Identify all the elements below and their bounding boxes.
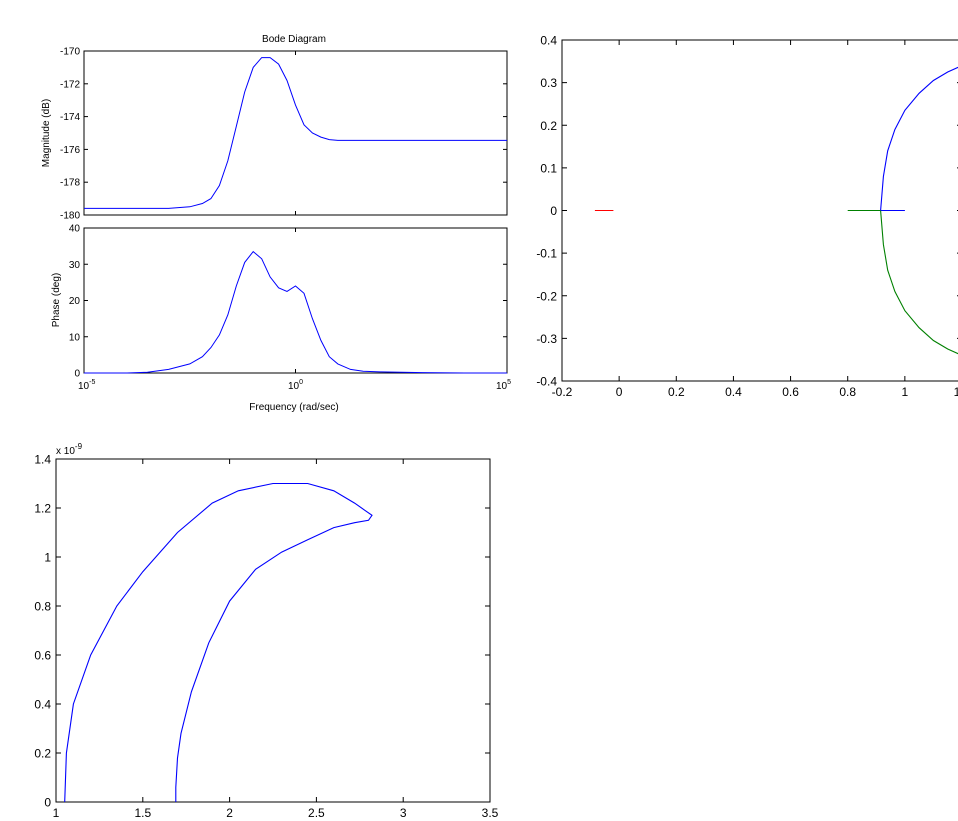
phase-ytick-label: 20 <box>69 296 81 307</box>
bode-title: Bode Diagram <box>262 34 326 45</box>
magnitude-ytick-label: -180 <box>60 211 80 222</box>
phase-x-ticks: 10-5 100 105 <box>78 228 511 392</box>
pole-zero-xtick-label: 0.4 <box>725 385 742 399</box>
pole-zero-series-line <box>880 210 958 355</box>
curve-ytick-label: 0 <box>44 796 51 810</box>
curve-series <box>64 482 373 803</box>
magnitude-ytick-label: -178 <box>60 178 80 189</box>
pole-zero-series-line <box>880 66 958 211</box>
magnitude-ytick-label: -176 <box>60 145 80 156</box>
bode-xtick-label: 10-5 <box>78 379 95 392</box>
curve-ytick-label: 0.4 <box>34 698 51 712</box>
pole-zero-ytick-label: 0 <box>550 204 557 218</box>
curve-ytick-label: 0.2 <box>34 747 51 761</box>
magnitude-ytick-label: -172 <box>60 79 80 90</box>
phase-ytick-label: 40 <box>69 224 81 235</box>
magnitude-ytick-label: -170 <box>60 47 80 58</box>
curve-ytick-label: 1.2 <box>34 502 51 516</box>
pole-zero-xtick-label: -0.2 <box>552 385 573 399</box>
phase-ytick-label: 10 <box>69 332 81 343</box>
pole-zero-xtick-label: 0.8 <box>839 385 856 399</box>
pole-zero-ytick-label: 0.2 <box>540 119 557 133</box>
pole-zero-xtick-label: 0.6 <box>782 385 799 399</box>
pole-zero-ytick-label: 0.4 <box>540 34 557 48</box>
curve-ytick-label: 1 <box>44 551 51 565</box>
curve-xtick-label: 3.5 <box>482 806 499 820</box>
curve-ytick-label: 1.4 <box>34 453 51 467</box>
phase-ylabel: Phase (deg) <box>51 273 62 327</box>
curve-xtick-label: 3 <box>400 806 407 820</box>
pole-zero-ytick-label: 0.3 <box>540 76 557 90</box>
pole-zero-xtick-label: 0 <box>616 385 623 399</box>
magnitude-curve <box>84 57 507 209</box>
pole-zero-y-ticks: -0.4 -0.3 -0.2 -0.1 0 0.1 0.2 0.3 0.4 <box>536 34 958 389</box>
curve-xtick-label: 1.5 <box>134 806 151 820</box>
pole-zero-ytick-label: -0.1 <box>536 247 557 261</box>
phase-panel: 0 10 20 30 40 10-5 100 105 Phase (deg) Frequen… <box>51 224 511 414</box>
curve-x-ticks: 1 1.5 2 2.5 3 3.5 <box>53 459 499 820</box>
bode-xlabel: Frequency (rad/sec) <box>249 402 338 413</box>
curve-ytick-label: 0.6 <box>34 649 51 663</box>
phase-ytick-label: 0 <box>74 369 80 380</box>
pole-zero-series <box>594 66 958 355</box>
phase-axes-box <box>83 227 508 374</box>
curve-y-ticks: 0 0.2 0.4 0.6 0.8 1 1.2 1.4 <box>34 453 490 810</box>
curve-xtick-label: 2.5 <box>308 806 325 820</box>
curve-plot: x 10-9 0 0.2 0.4 0.6 0.8 1 1.2 1.4 1 1.5 2 2.5 3 3.5 <box>34 442 498 820</box>
curve-xtick-label: 2 <box>226 806 233 820</box>
pole-zero-ytick-label: -0.4 <box>536 375 557 389</box>
pole-zero-x-ticks: -0.2 0 0.2 0.4 0.6 0.8 1 1.2 <box>552 40 958 399</box>
magnitude-ytick-label: -174 <box>60 112 80 123</box>
pole-zero-plot: -0.4 -0.3 -0.2 -0.1 0 0.1 0.2 0.3 0.4 -0.2 0 0.2 0.… <box>536 34 958 399</box>
pole-zero-xtick-label: 1.2 <box>954 385 958 399</box>
bode-xtick-label: 100 <box>288 379 303 392</box>
pole-zero-xtick-label: 0.2 <box>668 385 685 399</box>
curve-y-multiplier: x 10-9 <box>56 442 83 457</box>
magnitude-x-ticks <box>83 51 508 215</box>
magnitude-panel: -180 -178 -176 -174 -172 -170 Magnitude (dB) <box>41 47 508 222</box>
magnitude-ylabel: Magnitude (dB) <box>41 99 52 167</box>
magnitude-y-ticks: -180 -178 -176 -174 -172 -170 <box>60 47 507 222</box>
magnitude-axes-box <box>83 50 508 216</box>
pole-zero-ytick-label: 0.1 <box>540 161 557 175</box>
curve-xtick-label: 1 <box>53 806 60 820</box>
bode-diagram: Bode Diagram -180 -178 -176 -174 -172 -170 Ma… <box>41 34 511 413</box>
curve-axes-box <box>55 458 491 803</box>
bode-xtick-label: 105 <box>496 379 511 392</box>
phase-curve <box>84 250 507 374</box>
curve-ytick-label: 0.8 <box>34 600 51 614</box>
pole-zero-ytick-label: -0.2 <box>536 289 557 303</box>
pole-zero-ytick-label: -0.3 <box>536 332 557 346</box>
phase-ytick-label: 30 <box>69 260 81 271</box>
curve-series-line <box>64 482 373 803</box>
pole-zero-xtick-label: 1 <box>902 385 909 399</box>
